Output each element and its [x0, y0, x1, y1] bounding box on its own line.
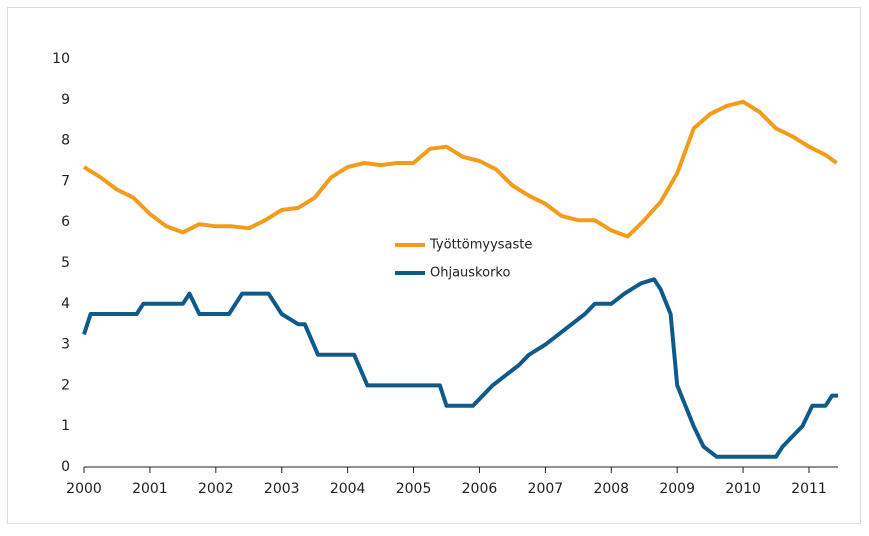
x-tick-label: 2009 [659, 481, 695, 497]
x-tick-label: 2004 [330, 481, 366, 497]
line-series [82, 277, 838, 459]
x-tick-label: 2006 [462, 481, 498, 497]
y-tick-label: 4 [61, 296, 70, 312]
x-tick-label: 2005 [396, 481, 432, 497]
x-tick-label: 2007 [528, 481, 564, 497]
x-tick-label: 2008 [593, 481, 629, 497]
legend-label: Ohjauskorko [430, 266, 510, 281]
frame [7, 7, 861, 524]
y-tick-label: 9 [61, 92, 70, 108]
x-tick-label: 2001 [132, 481, 168, 497]
y-tick-label: 10 [52, 51, 70, 67]
x-tick-label: 2010 [725, 481, 761, 497]
y-tick-label: 3 [61, 337, 70, 353]
y-tick-label: 2 [61, 377, 70, 393]
legend-label: Työttömyysaste [429, 238, 532, 253]
x-tick-label: 2002 [198, 481, 234, 497]
y-tick-label: 6 [61, 214, 70, 230]
y-tick-label: 8 [61, 133, 70, 149]
line-series [82, 99, 838, 239]
x-tick-label: 2003 [264, 481, 300, 497]
y-tick-label: 7 [61, 173, 70, 189]
x-tick-label: 2011 [791, 481, 827, 497]
y-tick-label: 1 [61, 418, 70, 434]
y-tick-label: 5 [61, 255, 70, 271]
y-tick-label: 0 [61, 459, 70, 475]
x-tick-label: 2000 [66, 481, 102, 497]
